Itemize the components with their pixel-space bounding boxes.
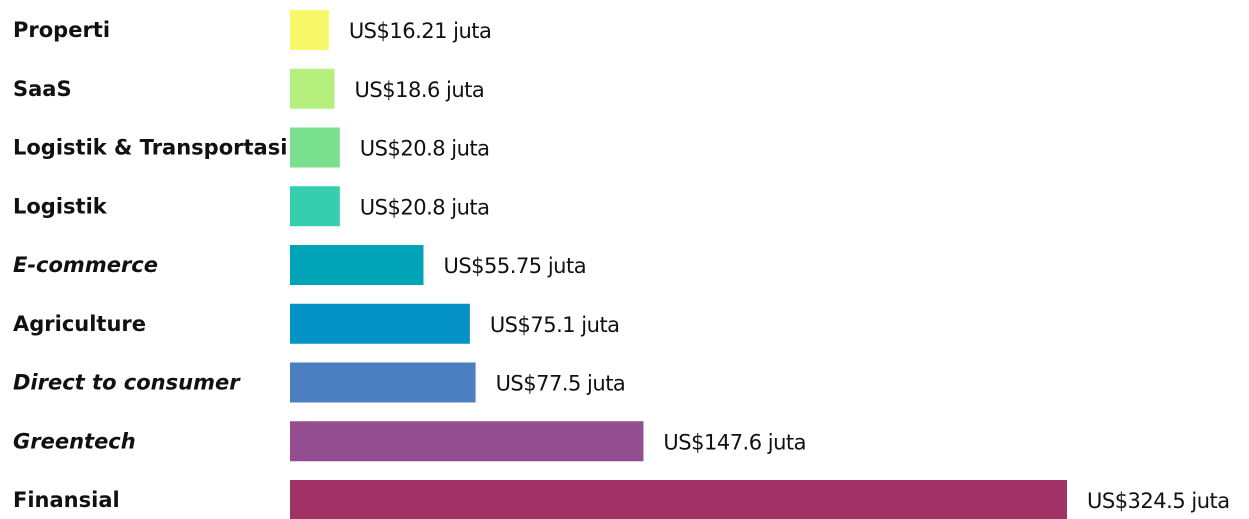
value-label: US$16.21 juta <box>349 19 492 43</box>
bar <box>290 303 470 344</box>
category-label: Greentech <box>13 429 136 453</box>
bar <box>290 245 424 285</box>
value-label: US$147.6 juta <box>663 430 806 454</box>
value-label: US$20.8 juta <box>360 137 490 161</box>
value-label: US$20.8 juta <box>360 195 490 219</box>
value-label: US$18.6 juta <box>355 78 485 102</box>
category-label: Logistik <box>13 194 108 218</box>
bar <box>290 362 476 403</box>
bar <box>290 421 644 462</box>
value-label: US$324.5 juta <box>1087 489 1230 513</box>
value-label: US$75.1 juta <box>490 313 620 337</box>
category-label: SaaS <box>13 77 72 101</box>
bar <box>290 186 340 227</box>
category-label: Logistik & Transportasi <box>13 136 287 160</box>
category-label: E-commerce <box>13 253 158 277</box>
value-label: US$55.75 juta <box>443 254 586 278</box>
category-label: Direct to consumer <box>13 371 241 395</box>
bar <box>290 10 329 50</box>
bar <box>290 127 340 168</box>
bar <box>290 480 1067 519</box>
bar <box>290 68 335 109</box>
category-label: Properti <box>13 18 110 42</box>
value-label: US$77.5 juta <box>496 372 626 396</box>
category-label: Finansial <box>13 488 120 512</box>
category-label: Agriculture <box>13 312 146 336</box>
